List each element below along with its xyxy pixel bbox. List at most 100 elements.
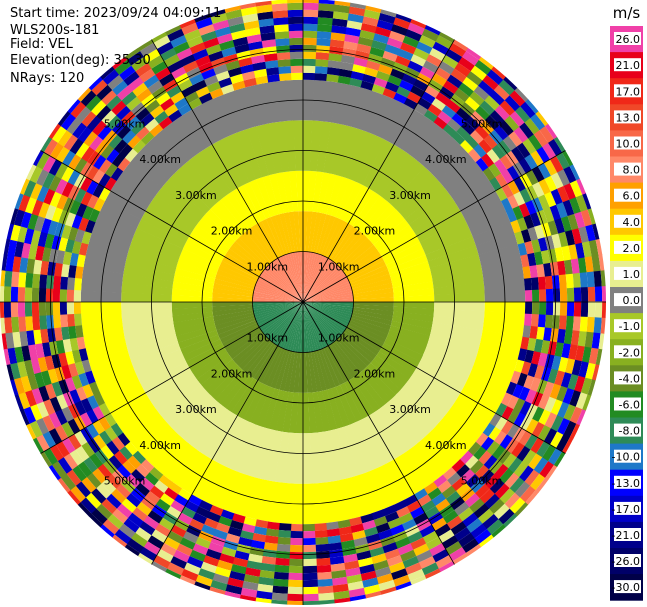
velocity-gate: [479, 100, 495, 116]
velocity-gate: [152, 35, 171, 50]
velocity-gate: [537, 424, 552, 442]
velocity-gate: [255, 302, 303, 321]
velocity-gate: [573, 301, 582, 317]
velocity-gate: [188, 494, 203, 507]
velocity-gate: [196, 355, 233, 385]
velocity-gate: [215, 273, 255, 289]
velocity-gate: [235, 335, 268, 367]
velocity-gate: [359, 563, 376, 575]
velocity-gate: [385, 459, 415, 500]
velocity-gate: [328, 344, 353, 381]
velocity-gate: [559, 287, 568, 302]
velocity-gate: [303, 530, 316, 539]
velocity-gate: [80, 161, 94, 178]
velocity-gate: [393, 499, 408, 512]
velocity-gate: [231, 564, 248, 575]
velocity-gate: [159, 517, 175, 532]
velocity-gate: [461, 468, 476, 483]
velocity-gate: [303, 544, 317, 553]
velocity-gate: [144, 118, 159, 132]
velocity-gate: [121, 302, 172, 312]
velocity-gate: [242, 231, 272, 265]
velocity-gate: [45, 383, 57, 400]
velocity-gate: [245, 567, 262, 577]
velocity-gate: [170, 91, 185, 105]
velocity-gate: [195, 55, 211, 68]
velocity-gate: [151, 32, 168, 44]
velocity-gate: [200, 68, 216, 80]
velocity-gate: [534, 338, 544, 353]
velocity-gate: [474, 105, 490, 121]
velocity-gate: [60, 276, 69, 291]
velocity-gate: [253, 344, 278, 381]
velocity-gate: [107, 513, 124, 530]
velocity-gate: [113, 139, 128, 154]
velocity-gate: [356, 135, 386, 185]
velocity-gate: [553, 451, 566, 467]
velocity-gate: [48, 175, 62, 193]
velocity-gate: [364, 5, 382, 13]
velocity-gate: [494, 104, 510, 121]
range-ring-label: 1.00km: [247, 332, 289, 345]
velocity-gate: [551, 355, 562, 371]
velocity-gate: [344, 560, 360, 570]
velocity-gate: [537, 194, 550, 210]
velocity-gate: [486, 440, 500, 456]
velocity-gate: [162, 122, 197, 161]
velocity-gate: [62, 338, 73, 353]
velocity-gate: [127, 336, 179, 359]
velocity-gate: [20, 211, 32, 229]
velocity-gate: [42, 247, 52, 263]
velocity-gate: [446, 118, 461, 132]
velocity-gate: [255, 519, 269, 529]
velocity-gate: [467, 148, 482, 163]
velocity-gate: [401, 518, 417, 531]
velocity-gate: [196, 408, 232, 455]
velocity-gate: [51, 381, 64, 398]
velocity-gate: [449, 93, 465, 108]
velocity-gate: [303, 302, 351, 323]
velocity-gate: [562, 387, 575, 405]
velocity-gate: [351, 312, 392, 326]
velocity-gate: [407, 60, 423, 73]
velocity-gate: [77, 126, 93, 143]
velocity-gate: [551, 274, 560, 289]
velocity-gate: [524, 98, 539, 114]
velocity-gate: [356, 372, 386, 409]
velocity-gate: [187, 556, 204, 569]
velocity-gate: [140, 93, 156, 108]
velocity-gate: [67, 277, 76, 291]
velocity-gate: [249, 342, 276, 379]
range-ring-label: 1.00km: [247, 260, 289, 273]
velocity-gate: [569, 196, 581, 214]
velocity-gate: [309, 432, 323, 484]
range-ring-label: 4.00km: [139, 153, 181, 166]
velocity-gate: [353, 57, 368, 68]
velocity-gate: [421, 28, 439, 42]
velocity-gate: [287, 9, 303, 18]
velocity-gate: [327, 60, 341, 69]
velocity-gate: [344, 380, 369, 419]
velocity-gate: [18, 272, 27, 288]
velocity-gate: [145, 491, 161, 505]
velocity-gate: [253, 302, 303, 313]
velocity-gate: [131, 82, 148, 97]
velocity-gate: [303, 593, 320, 602]
velocity-gate: [302, 2, 319, 11]
velocity-gate: [346, 574, 363, 584]
velocity-gate: [231, 80, 246, 91]
velocity-gate: [266, 348, 285, 387]
velocity-gate: [455, 180, 496, 212]
velocity-gate: [446, 74, 463, 89]
velocity-gate: [507, 180, 520, 195]
velocity-gate: [48, 428, 63, 446]
velocity-gate: [193, 13, 211, 23]
velocity-gate: [571, 227, 582, 245]
velocity-gate: [284, 302, 303, 351]
velocity-gate: [303, 270, 344, 302]
velocity-gate: [231, 188, 258, 226]
velocity-gate: [365, 60, 381, 71]
velocity-gate: [181, 85, 196, 98]
colorbar-tick-label: -10.0: [612, 451, 640, 464]
